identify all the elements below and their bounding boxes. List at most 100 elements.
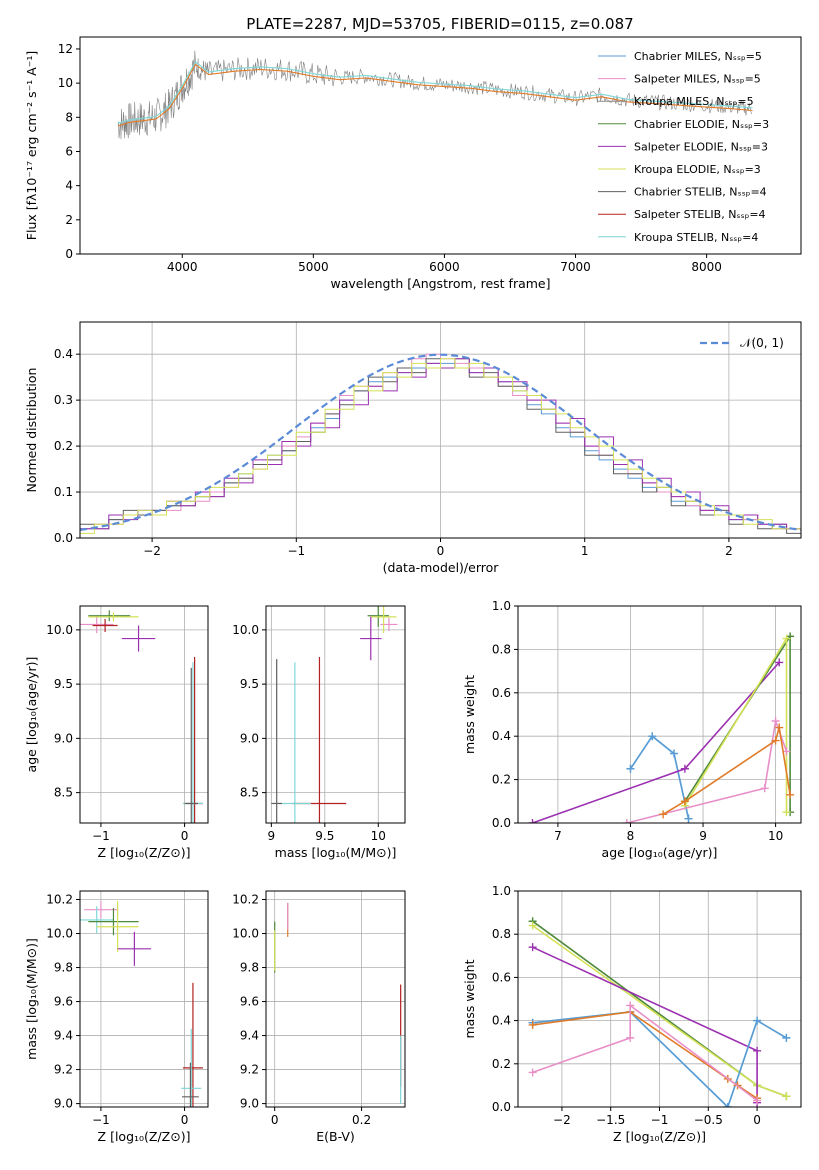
- weight-marker: [771, 736, 780, 745]
- plot-area: [117, 50, 753, 140]
- weight-marker: [622, 819, 631, 823]
- y-tick-label: 9.8: [240, 961, 259, 975]
- x-tick-label: 10: [768, 829, 783, 843]
- chart-mass-vs-Z: −1 0 9.0 9.2 9.4 9.6 9.8 10.0 10.2 Z [log₁₀(Z/Z⊙)…: [24, 890, 209, 1144]
- y-tick-label: 0.8: [492, 642, 511, 656]
- legend-label: Kroupa STELIB, Nₛₛₚ=4: [634, 231, 758, 244]
- axes-frame: [517, 605, 802, 824]
- x-tick-label: −2: [143, 544, 161, 558]
- y-tick-label: 10.0: [232, 623, 259, 637]
- y-tick-label: 10.0: [46, 623, 73, 637]
- y-tick-label: 9.0: [240, 1097, 259, 1111]
- weight-marker: [723, 1103, 732, 1107]
- x-tick-label: 9.5: [315, 829, 334, 843]
- x-tick-label: 9: [268, 829, 276, 843]
- weight-marker: [786, 790, 795, 799]
- y-tick-label: 9.6: [54, 995, 73, 1009]
- chart-age-vs-Z: −1 0 8.5 9.0 9.5 10.0 Z [log₁₀(Z/Z⊙)] age [log₁…: [24, 605, 209, 860]
- y-tick-label: 9.2: [54, 1063, 73, 1077]
- y-tick-label: 2: [65, 213, 73, 227]
- weight-line: [629, 735, 690, 819]
- plot-area: [80, 353, 801, 534]
- axes-frame: [79, 36, 802, 255]
- x-tick-label: 7: [554, 829, 562, 843]
- chart-mass-weight-vs-Z: −2 −1.5 −1 −0.5 0 0.0 0.2 0.4 0.6 0.8 1.0 Z [log₁₀(…: [462, 884, 802, 1144]
- chart-residuals: −2 −1 0 1 2 0.0 0.1 0.2 0.3 0.4 (data-model)/error…: [24, 321, 802, 575]
- axes-frame: [517, 890, 802, 1108]
- legend-label: Kroupa MILES, Nₛₛₚ=5: [634, 95, 754, 108]
- weight-line: [532, 1011, 758, 1100]
- y-tick-label: 9.5: [54, 677, 73, 691]
- y-tick-label: 12: [58, 42, 73, 56]
- weight-marker: [528, 943, 537, 952]
- y-tick-label: 10.2: [232, 893, 259, 907]
- weight-marker: [528, 1020, 537, 1029]
- legend-label: Salpeter STELIB, Nₛₛₚ=4: [634, 208, 766, 221]
- x-axis-label: E(B-V): [316, 1129, 355, 1144]
- weight-marker: [760, 784, 769, 793]
- figure-title: PLATE=2287, MJD=53705, FIBERID=0115, z=0…: [246, 15, 633, 33]
- x-tick-label: 2: [725, 544, 733, 558]
- x-tick-label: 0: [271, 1113, 279, 1127]
- x-tick-label: 8000: [691, 260, 722, 274]
- weight-marker: [782, 1092, 791, 1101]
- x-axis-label: wavelength [Angstrom, rest frame]: [330, 276, 550, 291]
- y-tick-label: 10.2: [46, 893, 73, 907]
- x-axis-label: Z [log₁₀(Z/Z⊙)]: [613, 1129, 706, 1144]
- weight-marker: [684, 814, 693, 823]
- y-axis-label: age [log₁₀(age/yr)]: [24, 657, 39, 773]
- y-tick-label: 0.6: [492, 970, 511, 984]
- y-tick-label: 9.5: [240, 677, 259, 691]
- weight-marker: [753, 1016, 762, 1025]
- weight-marker: [528, 921, 537, 930]
- weight-line: [532, 1003, 758, 1102]
- histogram-step: [80, 358, 801, 534]
- y-tick-label: 10.0: [46, 927, 73, 941]
- x-tick-label: 1: [581, 544, 589, 558]
- chart-mass-vs-EBV: 0 0.2 9.0 9.2 9.4 9.6 9.8 10.0 10.2 E(B-V): [232, 890, 406, 1144]
- legend-label: 𝒩(0, 1): [740, 336, 784, 350]
- axes-frame: [79, 321, 802, 539]
- chart-spectrum: 4000 5000 6000 7000 8000 0 2 4 6 8 10 12 wavelength …: [24, 36, 802, 291]
- y-tick-label: 0.4: [492, 729, 511, 743]
- x-tick-label: −1: [92, 1113, 110, 1127]
- x-tick-label: 0: [753, 1113, 761, 1127]
- y-tick-label: 0.4: [492, 1014, 511, 1028]
- weight-line: [532, 661, 780, 823]
- weight-line: [684, 635, 788, 813]
- y-axis-label: mass weight: [462, 959, 477, 1038]
- axes-frame: [265, 605, 406, 824]
- legend-label: Kroupa ELODIE, Nₛₛₚ=3: [634, 163, 761, 176]
- weight-marker: [626, 1033, 635, 1042]
- plot-area: [271, 606, 398, 823]
- x-tick-label: 0.2: [352, 1113, 371, 1127]
- gaussian-curve: [80, 353, 801, 531]
- y-tick-label: 0.6: [492, 686, 511, 700]
- plot-area: [80, 901, 203, 1107]
- x-tick-label: 6000: [429, 260, 460, 274]
- histogram-step: [80, 358, 801, 530]
- axes-frame: [265, 890, 406, 1108]
- weight-marker: [775, 723, 784, 732]
- legend-label: Salpeter MILES, Nₛₛₚ=5: [634, 73, 761, 86]
- x-axis-label: age [log₁₀(age/yr)]: [602, 845, 718, 860]
- y-tick-label: 9.0: [54, 1097, 73, 1111]
- legend-label: Chabrier MILES, Nₛₛₚ=5: [634, 50, 762, 63]
- x-tick-label: 8: [627, 829, 635, 843]
- weight-marker: [528, 819, 537, 823]
- weight-marker: [775, 658, 784, 667]
- weight-marker: [626, 764, 635, 773]
- x-tick-label: −2: [553, 1113, 571, 1127]
- y-tick-label: 9.4: [240, 1029, 259, 1043]
- chart-mass-weight-vs-age: 7 8 9 10 0.0 0.2 0.4 0.6 0.8 1.0 age [log₁₀(age/yr…: [462, 599, 802, 860]
- weight-marker: [753, 1046, 762, 1055]
- y-axis-label: mass [log₁₀(M/M⊙)]: [24, 938, 39, 1060]
- x-tick-label: 10: [371, 829, 386, 843]
- y-tick-label: 1.0: [492, 884, 511, 898]
- y-tick-label: 10: [58, 76, 73, 90]
- y-tick-label: 0.1: [54, 485, 73, 499]
- y-tick-label: 0.2: [54, 439, 73, 453]
- x-tick-label: −0.5: [694, 1113, 723, 1127]
- y-axis-label: Flux [fλ10⁻¹⁷ erg cm⁻² s⁻¹ A⁻¹]: [24, 51, 39, 240]
